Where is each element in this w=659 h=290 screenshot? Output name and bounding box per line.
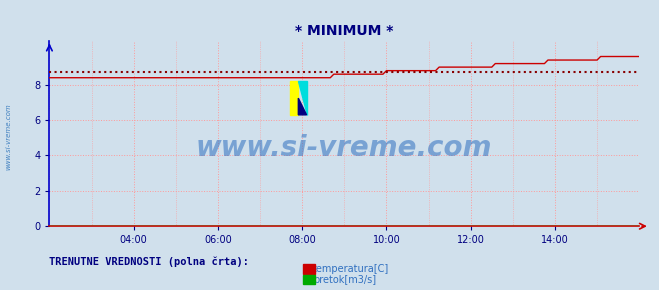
Text: temperatura[C]: temperatura[C]: [313, 264, 389, 274]
Text: pretok[m3/s]: pretok[m3/s]: [313, 275, 376, 285]
Text: www.si-vreme.com: www.si-vreme.com: [196, 134, 492, 162]
Text: www.si-vreme.com: www.si-vreme.com: [5, 103, 11, 170]
Title: * MINIMUM *: * MINIMUM *: [295, 24, 393, 38]
Polygon shape: [299, 98, 306, 115]
Bar: [290, 81, 299, 115]
Text: TRENUTNE VREDNOSTI (polna črta):: TRENUTNE VREDNOSTI (polna črta):: [49, 257, 249, 267]
Polygon shape: [299, 81, 306, 115]
